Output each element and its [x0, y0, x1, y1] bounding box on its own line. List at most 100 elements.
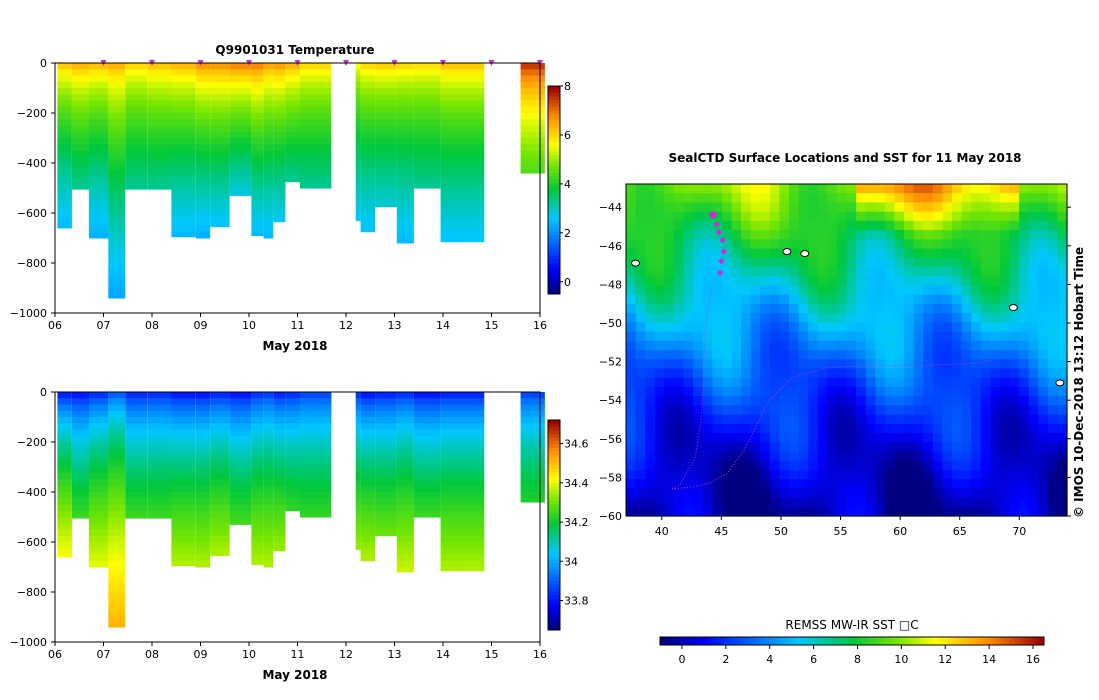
sst-cell [1009, 368, 1020, 379]
colorbar-segment [746, 637, 752, 645]
colorbar-segment [548, 469, 560, 473]
sst-cell [1019, 469, 1030, 480]
profile-cell [108, 206, 126, 214]
sst-cell [1019, 285, 1030, 296]
sst-cell [932, 267, 943, 277]
sst-cell [1047, 248, 1058, 259]
sst-cell [1038, 479, 1049, 489]
profile-cell [125, 175, 148, 183]
sst-cell [750, 184, 761, 194]
sst-cell [836, 377, 848, 388]
sst-cell [884, 469, 895, 480]
sst-cell [856, 359, 867, 369]
profile-cell [263, 473, 274, 480]
sst-cell [904, 294, 915, 305]
sst-cell [942, 469, 953, 480]
sst-cell [990, 184, 1001, 194]
sst-cell [760, 469, 771, 480]
sst-cell [664, 359, 675, 369]
profile-cell [355, 113, 361, 120]
sst-cell [856, 350, 867, 360]
sst-cell [721, 230, 733, 240]
colorbar-segment [548, 283, 560, 288]
profile-cell [440, 69, 485, 76]
profile-cell [108, 106, 126, 114]
sst-cell [741, 423, 752, 434]
profile-cell [108, 294, 126, 299]
sst-cell [817, 248, 828, 259]
sst-cell [894, 294, 905, 305]
sst-cell [645, 488, 656, 499]
temperature-title: Q9901031 Temperature [215, 43, 374, 57]
profile-cell [57, 479, 72, 487]
colorbar-segment [548, 138, 560, 142]
sst-cell [961, 460, 972, 471]
profile-cell [108, 417, 126, 424]
colorbar-segment [548, 131, 560, 136]
sst-cell [913, 368, 924, 379]
profile-cell [125, 473, 148, 480]
sst-cell [645, 313, 656, 323]
profile-cell [440, 81, 485, 89]
sst-cell [673, 294, 685, 305]
profile-cell [147, 448, 172, 455]
profile-cell [396, 542, 414, 549]
sst-cell [654, 303, 665, 314]
profile-cell [440, 113, 485, 120]
colorbar-segment [751, 637, 757, 645]
sst-cell [827, 340, 838, 351]
sst-cell [769, 386, 780, 397]
colorbar-segment [548, 472, 560, 477]
sst-cell [1009, 423, 1020, 434]
sst-cell [664, 497, 675, 508]
sst-cell [913, 350, 924, 360]
sst-cell [884, 359, 895, 369]
sst-cell [923, 497, 934, 508]
sst-cell [1009, 414, 1020, 425]
profile-cell [273, 467, 286, 474]
sst-cell [789, 469, 800, 480]
profile-cell [171, 517, 196, 524]
profile-cell [273, 219, 286, 223]
profile-cell [520, 119, 545, 126]
profile-cell [273, 423, 286, 430]
profile-cell [195, 560, 211, 568]
profile-cell [72, 448, 89, 455]
profile-cell [273, 113, 286, 120]
sst-cell [913, 303, 924, 314]
profile-cell [57, 100, 72, 108]
profile-cell [285, 175, 300, 183]
sst-cell [645, 230, 656, 240]
profile-cell [171, 169, 196, 176]
sst-cell [817, 377, 828, 388]
profile-cell [360, 88, 376, 95]
colorbar-segment [548, 504, 560, 508]
profile-cell [355, 188, 361, 195]
profile-cell [89, 175, 109, 183]
sst-cell [865, 184, 876, 194]
profile-cell [108, 144, 126, 151]
profile-cell [273, 398, 286, 405]
sst-cell [999, 313, 1011, 323]
sst-cell [789, 350, 800, 360]
profile-cell [263, 485, 274, 493]
sst-cell [760, 423, 771, 434]
profile-column [251, 392, 264, 565]
profile-cell [108, 598, 126, 605]
sst-cell [836, 423, 848, 434]
profile-cell [251, 417, 264, 424]
colorbar-segment [856, 637, 863, 645]
profile-cell [57, 219, 72, 226]
sst-cell [769, 220, 780, 231]
colorbar-tick-label: 14 [982, 653, 996, 666]
sst-cell [693, 303, 704, 314]
profile-cell [273, 175, 286, 183]
sst-cell [846, 460, 857, 471]
profile-cell [89, 81, 109, 89]
profile-cell [273, 485, 286, 493]
profile-cell [355, 473, 361, 480]
sst-cell [865, 451, 876, 462]
sst-cell [932, 184, 943, 194]
profile-cell [375, 131, 397, 139]
sst-cell [712, 267, 723, 277]
